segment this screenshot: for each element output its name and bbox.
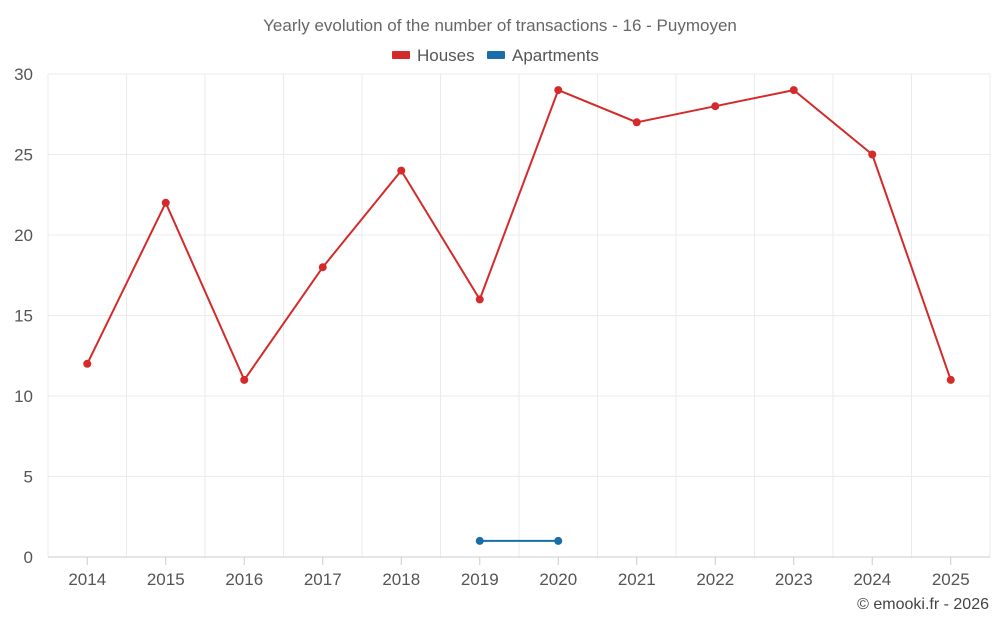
x-tick-label: 2014 [68,570,106,589]
data-point-houses-2016[interactable] [240,375,249,384]
y-tick-label: 0 [24,548,33,567]
y-tick-label: 30 [14,65,33,84]
chart-title: Yearly evolution of the number of transa… [263,16,737,35]
x-tick-label: 2018 [382,570,420,589]
x-tick-label: 2021 [618,570,656,589]
legend-label-houses: Houses [417,46,475,65]
data-point-houses-2021[interactable] [632,118,641,127]
x-tick-label: 2015 [147,570,185,589]
x-tick-label: 2023 [775,570,813,589]
legend-label-apartments: Apartments [512,46,599,65]
x-tick-label: 2020 [539,570,577,589]
grid [47,73,991,557]
data-point-houses-2019[interactable] [475,295,484,304]
data-point-houses-2020[interactable] [554,86,563,95]
series-houses [83,86,955,384]
x-tick-label: 2022 [696,570,734,589]
y-tick-label: 15 [14,307,33,326]
series-apartments [475,536,563,545]
x-tick-label: 2024 [853,570,891,589]
credit-text: © emooki.fr - 2026 [857,596,989,613]
legend-swatch-apartments [487,51,505,59]
data-point-houses-2024[interactable] [868,150,877,159]
plot-area [83,86,955,545]
y-tick-label: 5 [24,468,33,487]
data-point-apartments-2019[interactable] [475,536,484,545]
x-tick-label: 2016 [225,570,263,589]
legend-swatch-houses [392,51,410,59]
y-axis: 0 5 10 15 20 25 30 [14,65,33,567]
x-tick-label: 2019 [461,570,499,589]
x-tick-label: 2025 [932,570,970,589]
y-tick-label: 20 [14,226,33,245]
legend-item-houses[interactable]: Houses [392,46,475,65]
data-point-houses-2018[interactable] [397,166,406,175]
x-axis: 2014 2015 2016 2017 2018 2019 2020 2021 2022 2023… [48,556,990,589]
data-point-houses-2017[interactable] [318,263,327,272]
data-point-apartments-2020[interactable] [554,536,563,545]
data-point-houses-2025[interactable] [946,375,955,384]
x-tick-label: 2017 [304,570,342,589]
data-point-houses-2015[interactable] [161,198,170,207]
legend-item-apartments[interactable]: Apartments [487,46,599,65]
data-point-houses-2023[interactable] [789,86,798,95]
data-point-houses-2022[interactable] [711,102,720,111]
legend: Houses Apartments [392,46,599,65]
y-tick-label: 25 [14,146,33,165]
data-point-houses-2014[interactable] [83,359,92,368]
series-line-houses [86,89,952,381]
y-tick-label: 10 [14,387,33,406]
